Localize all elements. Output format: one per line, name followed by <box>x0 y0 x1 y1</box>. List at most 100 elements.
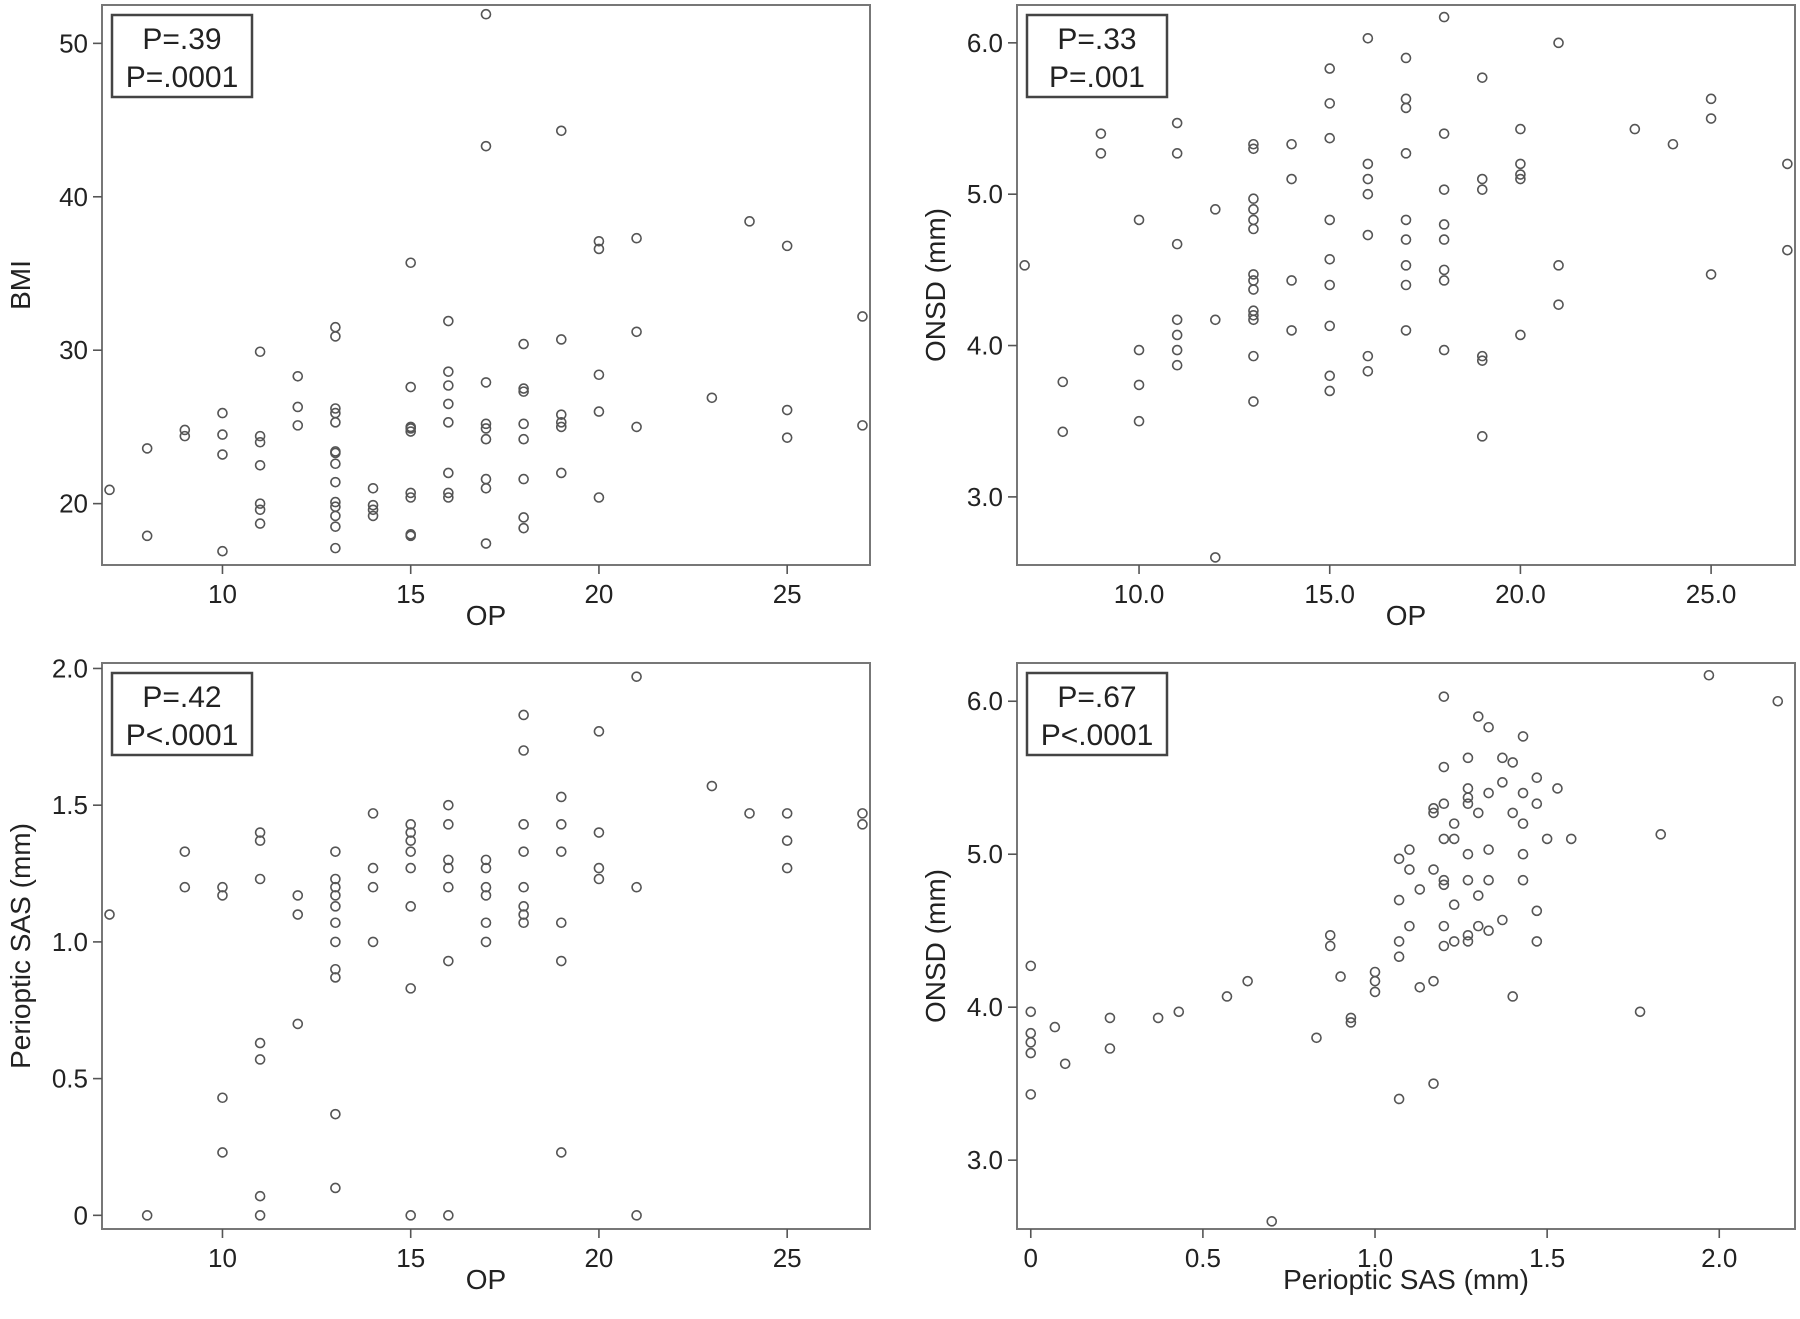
data-point <box>330 1108 341 1120</box>
p-value-box: P=.33 P=.001 <box>1025 13 1169 99</box>
data-point <box>1462 929 1474 941</box>
data-point <box>518 338 529 350</box>
data-point <box>1248 350 1259 362</box>
data-point <box>1400 93 1412 105</box>
data-point <box>1476 355 1488 366</box>
data-point <box>857 808 868 819</box>
data-point <box>1483 787 1494 799</box>
data-point <box>1772 695 1784 707</box>
y-tick-label: 6.0 <box>967 686 1003 716</box>
data-point <box>1400 260 1412 271</box>
data-point <box>631 232 642 244</box>
data-point <box>330 417 341 428</box>
data-point <box>593 726 605 737</box>
x-tick-label: 10.0 <box>1114 579 1165 609</box>
y-tick-label: 4.0 <box>967 992 1003 1022</box>
data-point <box>330 496 341 508</box>
data-point <box>1462 752 1474 764</box>
data-point <box>1472 711 1484 722</box>
data-point <box>217 1147 228 1158</box>
data-point <box>1173 1006 1185 1018</box>
y-ticks: 0 0.5 1.0 1.5 2.0 <box>52 653 102 1230</box>
data-point <box>217 545 228 557</box>
x-axis-label: OP <box>1386 600 1426 631</box>
data-point <box>1483 925 1494 937</box>
data-point <box>330 476 341 488</box>
data-point <box>405 983 417 994</box>
data-point <box>1393 1093 1405 1105</box>
data-point <box>1497 777 1508 788</box>
data-point <box>1472 920 1484 932</box>
data-point <box>217 1092 228 1104</box>
data-point <box>330 873 341 885</box>
data-point <box>631 326 642 338</box>
data-point <box>292 890 304 901</box>
data-point <box>254 1190 266 1202</box>
data-point <box>555 955 567 967</box>
data-point <box>254 1054 266 1065</box>
y-tick-label: 40 <box>59 182 88 212</box>
x-tick-label: 15.0 <box>1304 579 1355 609</box>
data-point <box>1438 920 1450 932</box>
data-point <box>1369 966 1381 978</box>
data-point <box>179 424 191 436</box>
data-point <box>1448 899 1460 910</box>
plot-frame <box>1016 4 1796 566</box>
p-value-line-2: P<.0001 <box>1041 719 1154 752</box>
data-point <box>1438 761 1450 773</box>
data-point <box>518 473 529 485</box>
data-point <box>1362 350 1374 362</box>
data-point <box>1531 772 1543 784</box>
data-point <box>1517 874 1529 886</box>
data-point <box>443 819 454 830</box>
data-point <box>1629 123 1641 135</box>
y-tick-label: 1.5 <box>52 790 88 820</box>
data-point <box>443 799 454 811</box>
data-point <box>593 873 605 885</box>
y-tick-label: 20 <box>59 489 88 519</box>
x-tick-label: 1.0 <box>1357 1243 1393 1273</box>
data-point <box>781 808 793 819</box>
data-point <box>1362 229 1374 241</box>
data-point <box>1476 184 1488 195</box>
data-point <box>1400 148 1412 159</box>
y-tick-label: 2.0 <box>52 653 88 683</box>
data-point <box>1517 787 1529 799</box>
data-point <box>480 881 492 893</box>
data-point <box>1515 158 1526 170</box>
data-point <box>1462 936 1474 947</box>
x-tick-label: 25 <box>773 579 802 609</box>
data-point <box>330 542 341 554</box>
data-point <box>1171 238 1183 250</box>
data-point <box>1286 138 1297 150</box>
data-point <box>1057 426 1069 438</box>
data-point <box>857 420 868 431</box>
data-point <box>330 407 341 419</box>
data-point <box>1428 1078 1439 1089</box>
data-point <box>1095 148 1107 159</box>
y-tick-label: 3.0 <box>967 482 1003 512</box>
y-tick-label: 4.0 <box>967 331 1003 361</box>
y-tick-label: 5.0 <box>967 179 1003 209</box>
data-point <box>367 510 379 522</box>
data-point <box>1476 72 1488 83</box>
data-point <box>1703 669 1715 681</box>
data-point <box>1133 214 1145 226</box>
data-point <box>1448 936 1460 947</box>
data-point <box>1462 798 1474 810</box>
p-value-box-border <box>110 671 254 757</box>
data-point <box>518 512 529 523</box>
data-point <box>1507 991 1519 1002</box>
data-point <box>1393 936 1405 947</box>
data-point <box>1171 344 1183 356</box>
data-point <box>405 487 417 499</box>
data-point <box>141 1210 153 1221</box>
data-point <box>1438 264 1450 276</box>
plot-frame <box>1016 662 1796 1230</box>
data-point <box>1438 234 1450 245</box>
data-point <box>1404 844 1415 855</box>
p-value-box: P=.39 P=.0001 <box>110 13 254 99</box>
data-point <box>1472 807 1484 819</box>
data-point <box>367 499 379 511</box>
x-tick-label: 20.0 <box>1495 579 1546 609</box>
